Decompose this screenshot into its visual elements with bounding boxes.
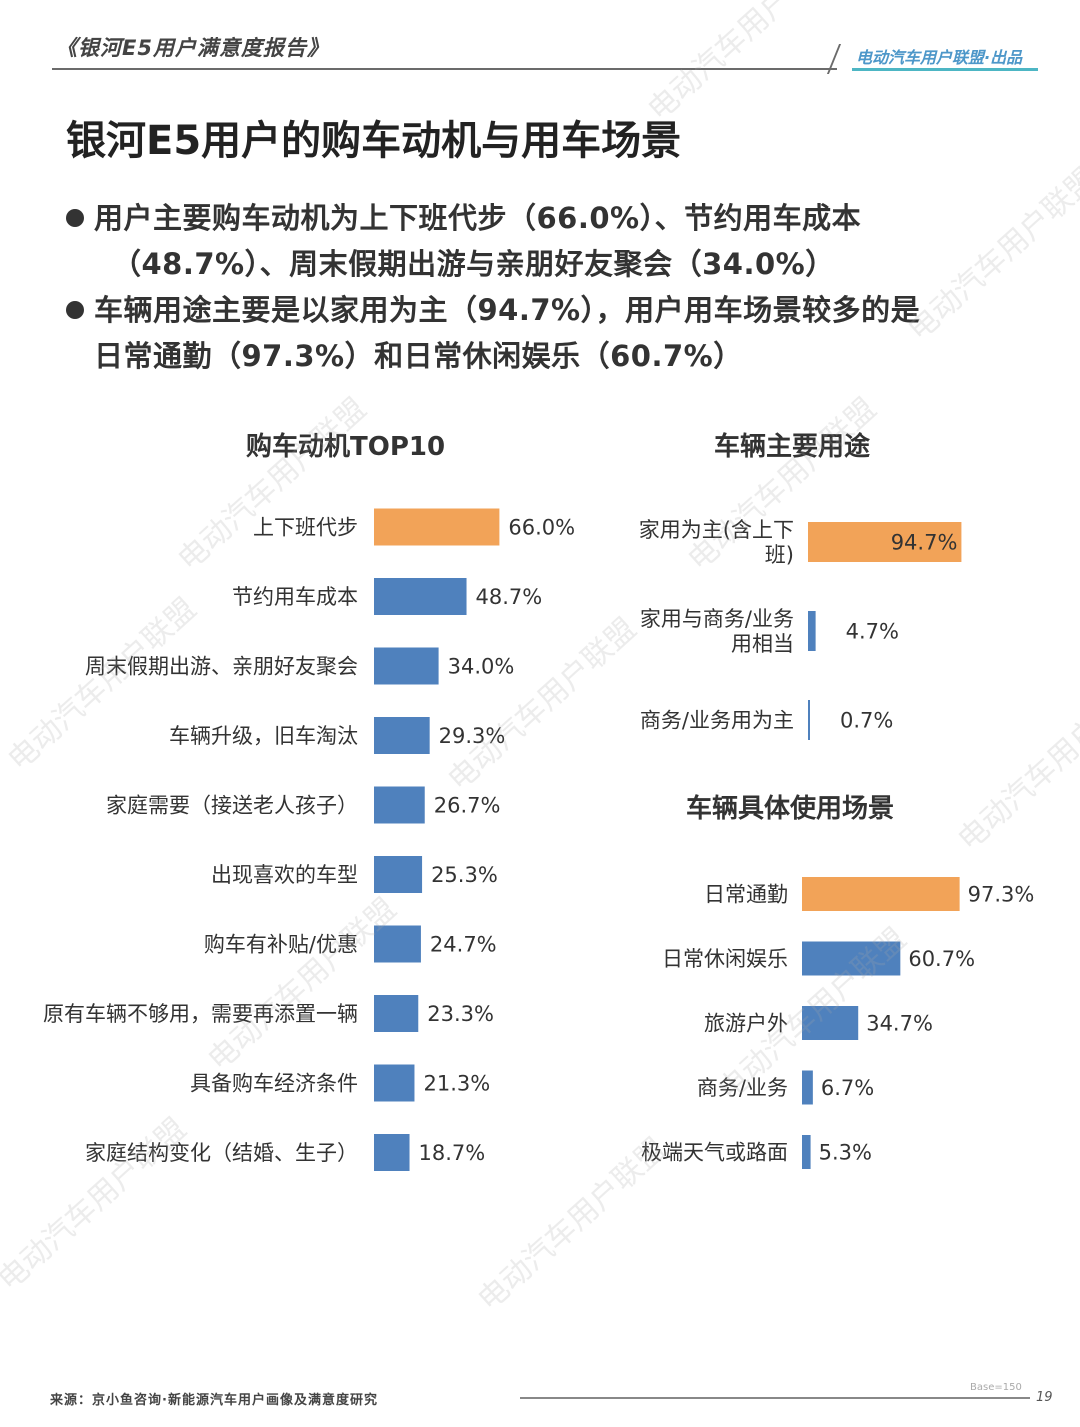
value-label-1: 4.7% <box>846 620 899 644</box>
chart-scenario: 日常通勤 97.3% 日常休闲娱乐 60.7% 旅游户外 34.7% 商务/业务 6.7% 极端… <box>641 877 1035 1169</box>
value-label-2: 0.7% <box>840 709 893 733</box>
value-label-3: 29.3% <box>439 724 506 748</box>
category-label-7: 原有车辆不够用，需要再添置一辆 <box>43 1002 358 1026</box>
category-label-1: 家用与商务/业务用相当 <box>640 607 794 656</box>
chart-usage-title: 车辆主要用途 <box>714 432 871 462</box>
category-label-9: 家庭结构变化（结婚、生子） <box>85 1141 358 1165</box>
bar-3 <box>802 1070 813 1105</box>
bullet-dot <box>66 301 84 319</box>
bar-0 <box>374 508 500 546</box>
summary-bullets: 用户主要购车动机为上下班代步（66.0%）、节约用车成本 （48.7%）、周末假… <box>66 195 1016 379</box>
chart-scenario-title: 车辆具体使用场景 <box>686 794 895 824</box>
page-title: 银河E5用户的购车动机与用车场景 <box>66 118 682 164</box>
category-label-6: 购车有补贴/优惠 <box>204 933 358 957</box>
category-label-0: 家用为主(含上下班) <box>639 518 794 567</box>
bar-1 <box>808 611 816 651</box>
bar-4 <box>802 1135 811 1169</box>
value-label-0: 66.0% <box>508 516 575 540</box>
value-label-0: 94.7% <box>891 531 958 555</box>
bar-1 <box>374 578 467 615</box>
bar-0 <box>808 522 962 562</box>
bar-4 <box>374 786 425 824</box>
bar-6 <box>374 925 421 963</box>
value-label-2: 34.7% <box>866 1012 933 1036</box>
bullet-1: 用户主要购车动机为上下班代步（66.0%）、节约用车成本 （48.7%）、周末假… <box>66 195 1016 287</box>
value-label-3: 6.7% <box>821 1076 874 1100</box>
footer-divider <box>520 1397 1030 1399</box>
report-title: 《银河E5用户满意度报告》 <box>56 36 329 60</box>
value-label-8: 21.3% <box>423 1072 490 1096</box>
header-divider <box>52 68 837 70</box>
category-label-3: 车辆升级，旧车淘汰 <box>169 724 358 748</box>
brand-label: 电动汽车用户联盟·出品 <box>856 48 1023 67</box>
chart-motivation-title: 购车动机TOP10 <box>246 432 446 462</box>
bullet-1-line-2: （48.7%）、周末假期出游与亲朋好友聚会（34.0%） <box>112 247 835 281</box>
bar-3 <box>374 717 430 754</box>
bar-5 <box>374 856 423 893</box>
category-label-2: 周末假期出游、亲朋好友聚会 <box>85 655 358 679</box>
chart-motivation: 上下班代步 66.0% 节约用车成本 48.7% 周末假期出游、亲朋好友聚会 34.0% 车… <box>43 508 575 1171</box>
bullet-2-line-2: 日常通勤（97.3%）和日常休闲娱乐（60.7%） <box>94 339 743 373</box>
bullet-dot <box>66 209 84 227</box>
category-label-0: 日常通勤 <box>704 883 788 907</box>
category-label-5: 出现喜欢的车型 <box>211 863 358 887</box>
bar-1 <box>802 941 901 976</box>
category-label-3: 商务/业务 <box>697 1076 788 1100</box>
footer-source: 来源：京小鱼咨询·新能源汽车用户画像及满意度研究 <box>50 1393 378 1408</box>
category-label-1: 节约用车成本 <box>232 585 358 609</box>
category-label-4: 极端天气或路面 <box>641 1141 788 1165</box>
bullet-1-line-1: 用户主要购车动机为上下班代步（66.0%）、节约用车成本 <box>94 201 862 235</box>
bar-0 <box>802 877 960 911</box>
bullet-2-line-1: 车辆用途主要是以家用为主（94.7%），用户用车场景较多的是 <box>94 293 921 327</box>
category-label-8: 具备购车经济条件 <box>190 1072 358 1096</box>
value-label-1: 48.7% <box>476 585 543 609</box>
bar-2 <box>802 1006 859 1040</box>
category-label-2: 商务/业务用为主 <box>640 709 794 733</box>
value-label-4: 26.7% <box>434 794 501 818</box>
value-label-9: 18.7% <box>419 1141 486 1165</box>
chart-usage: 家用为主(含上下班) 94.7% 家用与商务/业务用相当 4.7% 商务/业务用为主 0.… <box>639 518 962 740</box>
category-label-1: 日常休闲娱乐 <box>662 947 788 971</box>
value-label-1: 60.7% <box>908 947 975 971</box>
value-label-6: 24.7% <box>430 933 497 957</box>
category-label-4: 家庭需要（接送老人孩子） <box>106 794 358 818</box>
category-label-2: 旅游户外 <box>704 1012 788 1036</box>
footer-base-count: Base=150 <box>970 1382 1022 1393</box>
bar-2 <box>374 647 439 685</box>
bar-9 <box>374 1134 410 1171</box>
bullet-2: 车辆用途主要是以家用为主（94.7%），用户用车场景较多的是 日常通勤（97.3… <box>66 287 1016 379</box>
value-label-2: 34.0% <box>448 655 515 679</box>
category-label-0: 上下班代步 <box>253 516 358 540</box>
value-label-7: 23.3% <box>427 1002 494 1026</box>
value-label-0: 97.3% <box>968 883 1035 907</box>
value-label-5: 25.3% <box>431 863 498 887</box>
page-number: 19 <box>1036 1390 1053 1405</box>
bar-2 <box>808 700 810 740</box>
bar-8 <box>374 1064 415 1102</box>
brand-underline <box>852 68 1038 71</box>
value-label-4: 5.3% <box>819 1141 872 1165</box>
bar-7 <box>374 995 419 1032</box>
